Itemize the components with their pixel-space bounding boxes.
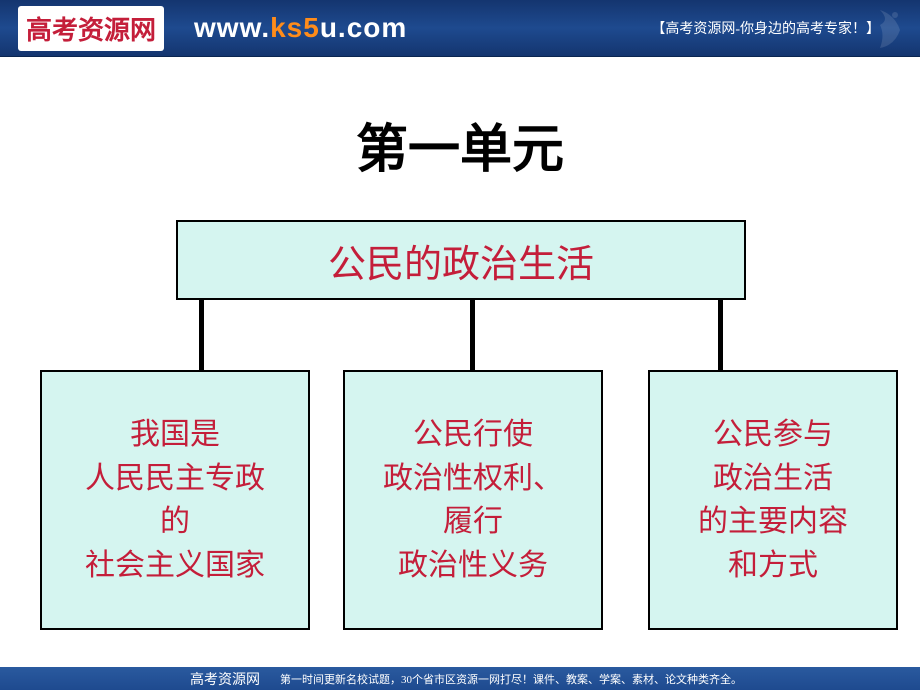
diagram-child-node-2: 公民行使政治性权利、履行政治性义务 [343,370,603,630]
footer-bar: 高考资源网 第一时间更新名校试题，30个省市区资源一网打尽！课件、教案、学案、素… [0,667,920,690]
logo-text: 高考资源网 [26,10,156,47]
root-label: 公民的政治生活 [328,233,594,288]
diagram-root-node: 公民的政治生活 [176,220,746,300]
footer-brand: 高考资源网 [190,669,260,689]
hierarchy-diagram: 公民的政治生活 我国是人民民主专政的社会主义国家 公民行使政治性权利、履行政治性… [0,220,920,640]
url-prefix: www. [194,12,270,43]
child-label-1: 我国是人民民主专政的社会主义国家 [85,413,265,587]
connector-v3 [718,300,723,372]
connector-v1 [199,300,204,372]
page-title: 第一单元 [0,107,920,182]
content-area: 第一单元 公民的政治生活 我国是人民民主专政的社会主义国家 公民行使政治性权利、… [0,57,920,640]
header-url: www.ks5u.com [194,12,407,44]
diagram-child-node-3: 公民参与政治生活的主要内容和方式 [648,370,898,630]
header-bar: 高考资源网 www.ks5u.com 【高考资源网-你身边的高考专家！】 [0,0,920,57]
url-highlight: ks5 [270,12,320,43]
url-suffix: u.com [320,12,407,43]
header-logo: 高考资源网 [18,6,164,51]
connector-v2 [470,300,475,372]
header-decoration-icon [840,0,920,57]
footer-text: 第一时间更新名校试题，30个省市区资源一网打尽！课件、教案、学案、素材、论文种类… [280,671,742,687]
child-label-2: 公民行使政治性权利、履行政治性义务 [383,413,563,587]
diagram-child-node-1: 我国是人民民主专政的社会主义国家 [40,370,310,630]
child-label-3: 公民参与政治生活的主要内容和方式 [698,413,848,587]
